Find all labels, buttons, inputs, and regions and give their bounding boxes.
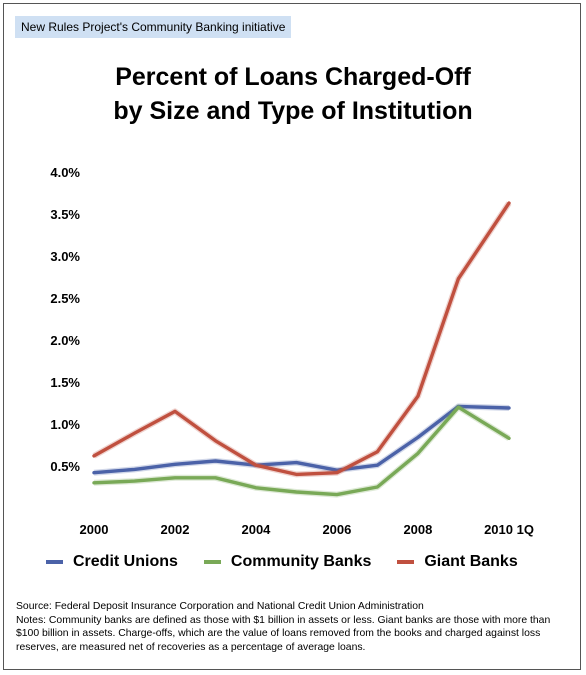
y-tick-label: 3.0% (50, 249, 80, 264)
legend-item-community-banks: Community Banks (203, 553, 372, 571)
y-tick-label: 1.0% (50, 417, 80, 432)
line-chart: 0.5%1.0%1.5%2.0%2.5%3.0%3.5%4.0% 2000 200… (50, 165, 534, 537)
series-line-community-banks (92, 405, 511, 497)
x-tick-label: 2002 (161, 522, 190, 537)
x-tick-label: 2008 (403, 522, 432, 537)
legend-swatch-community-banks (203, 560, 221, 564)
x-tick-label: 2010 1Q (484, 522, 534, 537)
figure-frame (3, 3, 581, 670)
legend-label-giant-banks: Giant Banks (424, 553, 518, 570)
y-tick-label: 2.0% (50, 333, 80, 348)
definitions-note: Notes: Community banks are defined as th… (16, 614, 551, 653)
series-line-credit-unions (92, 404, 511, 475)
chart-title-line-2: by Size and Type of Institution (113, 97, 473, 125)
series-lines (92, 201, 512, 498)
x-axis: 2000 2002 2004 2006 2008 2010 1Q (80, 522, 534, 537)
legend-item-credit-unions: Credit Unions (46, 553, 178, 571)
x-tick-label: 2006 (322, 522, 351, 537)
series-line-shadow-giant-banks (92, 201, 512, 478)
legend: Credit Unions Community Banks Giant Bank… (46, 549, 544, 575)
source-banner: New Rules Project's Community Banking in… (15, 16, 292, 38)
source-note: Source: Federal Deposit Insurance Corpor… (16, 601, 424, 612)
x-tick-label: 2000 (80, 522, 109, 537)
legend-swatch-credit-unions (46, 560, 63, 564)
y-tick-label: 2.5% (50, 291, 80, 306)
x-tick-label: 2004 (241, 522, 271, 537)
chart-title: Percent of Loans Charged-Off by Size and… (0, 60, 586, 128)
y-tick-label: 1.5% (50, 375, 80, 390)
chart-title-line-1: Percent of Loans Charged-Off (115, 63, 471, 91)
legend-label-community-banks: Community Banks (230, 553, 372, 570)
legend-label-credit-unions: Credit Unions (73, 553, 178, 570)
legend-item-giant-banks: Giant Banks (397, 553, 518, 571)
series-line-giant-banks (92, 201, 511, 477)
y-tick-label: 0.5% (50, 459, 80, 474)
y-axis: 0.5% 1.0% 1.5% 2.0% 2.5% 3.0% 3.5% 4.0% (50, 165, 80, 474)
y-tick-label: 3.5% (50, 207, 80, 222)
legend-swatch-giant-banks (397, 560, 415, 564)
y-tick-label: 4.0% (50, 165, 80, 180)
notes-block: Source: Federal Deposit Insurance Corpor… (16, 600, 572, 654)
